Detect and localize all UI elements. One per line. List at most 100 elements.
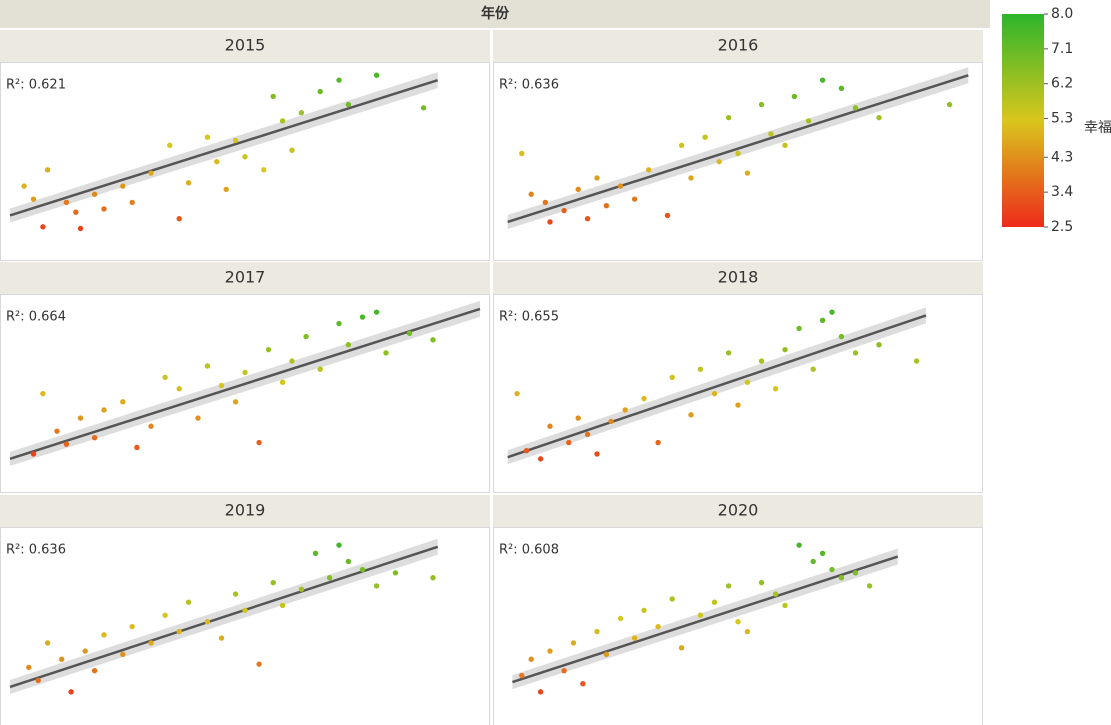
r-squared: R²: 0.664 bbox=[6, 310, 66, 325]
point bbox=[678, 142, 685, 149]
point bbox=[810, 366, 816, 372]
trend-line bbox=[9, 545, 439, 689]
point bbox=[176, 216, 182, 222]
point bbox=[373, 72, 380, 78]
trend-line bbox=[512, 555, 899, 684]
point bbox=[185, 180, 192, 186]
point bbox=[91, 434, 98, 441]
point bbox=[336, 77, 342, 83]
point bbox=[26, 664, 32, 671]
point bbox=[866, 583, 873, 589]
point bbox=[772, 591, 779, 597]
point bbox=[303, 333, 309, 340]
point bbox=[101, 206, 107, 212]
r-squared: R²: 0.621 bbox=[6, 78, 66, 93]
point bbox=[91, 667, 98, 674]
point bbox=[744, 379, 751, 385]
point bbox=[345, 101, 352, 108]
facet-strip bbox=[0, 495, 490, 527]
point bbox=[406, 330, 413, 337]
colorbar-title: 幸福 bbox=[1084, 120, 1111, 136]
point bbox=[631, 635, 638, 641]
point bbox=[336, 320, 342, 327]
point bbox=[838, 333, 845, 340]
point bbox=[810, 558, 816, 565]
facet-strip-title: 2017 bbox=[225, 268, 266, 287]
trend-line bbox=[507, 74, 969, 224]
point bbox=[758, 579, 765, 586]
point bbox=[876, 342, 882, 348]
point bbox=[669, 374, 675, 381]
point bbox=[782, 602, 788, 609]
point bbox=[669, 596, 675, 602]
point bbox=[631, 196, 638, 202]
point bbox=[279, 118, 286, 124]
point bbox=[336, 542, 342, 548]
point bbox=[204, 134, 211, 140]
point bbox=[77, 225, 84, 232]
plot-area bbox=[493, 527, 983, 725]
point bbox=[265, 346, 272, 353]
point bbox=[580, 681, 586, 687]
facet-strip-title: 2016 bbox=[718, 36, 759, 55]
point bbox=[232, 591, 239, 597]
point bbox=[772, 386, 779, 392]
point bbox=[326, 575, 333, 581]
point bbox=[561, 667, 567, 674]
point bbox=[63, 199, 70, 206]
trend-line bbox=[9, 78, 439, 217]
point bbox=[711, 390, 718, 397]
point bbox=[44, 640, 51, 646]
point bbox=[373, 583, 380, 589]
point bbox=[688, 412, 694, 418]
point bbox=[838, 575, 845, 581]
point bbox=[678, 645, 685, 651]
point bbox=[54, 428, 60, 434]
point bbox=[68, 689, 74, 695]
point bbox=[735, 150, 741, 157]
point bbox=[270, 93, 276, 100]
colorbar-tick-label: 8.0 bbox=[1051, 6, 1073, 22]
point bbox=[575, 415, 581, 421]
colorbar-tick-label: 5.3 bbox=[1051, 111, 1073, 127]
point bbox=[570, 640, 577, 646]
point bbox=[73, 209, 79, 215]
point bbox=[35, 677, 41, 684]
colorbar-tick-label: 4.3 bbox=[1051, 149, 1073, 165]
point bbox=[59, 656, 65, 662]
r-squared: R²: 0.636 bbox=[499, 78, 559, 93]
point bbox=[519, 672, 525, 679]
point bbox=[575, 186, 581, 193]
point bbox=[725, 350, 732, 356]
point bbox=[270, 579, 276, 586]
facet-strip bbox=[493, 30, 983, 62]
r-squared: R²: 0.636 bbox=[6, 543, 66, 558]
facet-strip-title: 2015 bbox=[225, 36, 266, 55]
point bbox=[167, 142, 173, 149]
facet-strip bbox=[493, 495, 983, 527]
point bbox=[298, 586, 305, 592]
facet-strip-title: 2020 bbox=[718, 501, 759, 520]
point bbox=[829, 566, 835, 573]
point bbox=[185, 599, 192, 605]
point bbox=[256, 439, 262, 446]
point bbox=[148, 423, 154, 429]
point bbox=[542, 199, 548, 206]
point bbox=[214, 158, 220, 165]
point bbox=[594, 628, 600, 635]
point bbox=[40, 224, 46, 230]
point bbox=[697, 366, 704, 372]
point bbox=[547, 219, 553, 225]
point bbox=[528, 656, 534, 662]
point bbox=[148, 640, 154, 646]
point bbox=[566, 439, 572, 446]
point bbox=[852, 570, 859, 576]
point bbox=[176, 386, 182, 392]
point bbox=[819, 317, 826, 323]
facet-title: 年份 bbox=[481, 5, 510, 22]
point bbox=[805, 118, 812, 124]
point bbox=[101, 407, 107, 413]
point bbox=[655, 439, 661, 446]
facet-strip bbox=[493, 262, 983, 294]
